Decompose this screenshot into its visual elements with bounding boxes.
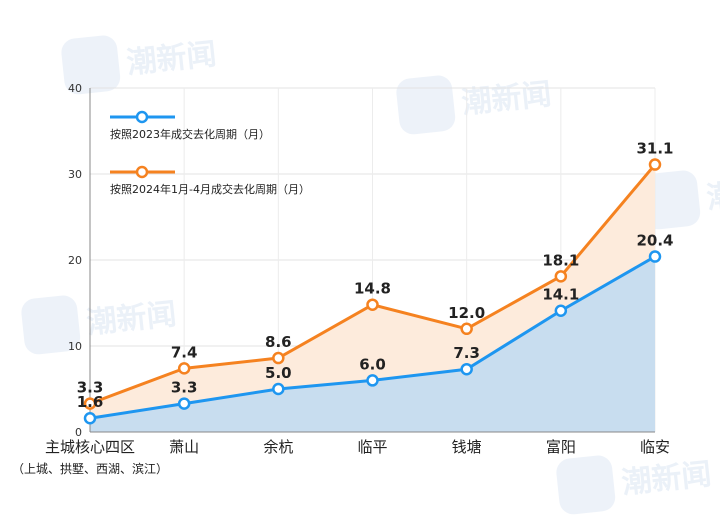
watermark-text: 潮新闻 bbox=[620, 457, 713, 501]
watermark-logo bbox=[61, 35, 121, 95]
watermark: 潮新闻 bbox=[396, 75, 553, 135]
data-point bbox=[648, 250, 662, 263]
x-tick-label: 萧山 bbox=[169, 438, 199, 456]
legend-marker bbox=[135, 165, 149, 179]
watermark-logo bbox=[556, 455, 616, 515]
watermark-text: 潮新闻 bbox=[85, 297, 178, 341]
data-label: 7.3 bbox=[453, 344, 480, 362]
legend-label: 按照2023年成交去化周期（月） bbox=[110, 127, 270, 141]
x-tick-label: 富阳 bbox=[546, 438, 576, 456]
y-tick-label: 10 bbox=[68, 340, 82, 353]
watermark: 潮新闻 bbox=[61, 35, 218, 95]
data-point bbox=[177, 397, 191, 410]
legend: 按照2023年成交去化周期（月） 按照2024年1月-4月成交去化周期（月） bbox=[110, 110, 310, 196]
y-tick-label: 20 bbox=[68, 254, 82, 267]
watermark-text: 潮新闻 bbox=[125, 37, 218, 81]
data-label: 5.0 bbox=[265, 364, 292, 382]
data-label: 12.0 bbox=[448, 304, 485, 322]
watermark-text: 潮新闻 bbox=[705, 172, 720, 216]
watermark-text: 潮新闻 bbox=[460, 77, 553, 121]
series-area bbox=[90, 256, 655, 432]
area-layer bbox=[90, 164, 655, 433]
data-point bbox=[83, 411, 97, 425]
data-label: 20.4 bbox=[636, 232, 673, 250]
watermark: 潮新闻 bbox=[21, 295, 178, 355]
data-label: 14.1 bbox=[542, 286, 579, 304]
data-point bbox=[366, 374, 379, 387]
legend-marker bbox=[135, 110, 149, 124]
data-point bbox=[177, 362, 191, 375]
data-label: 1.6 bbox=[77, 393, 104, 411]
data-label: 8.6 bbox=[265, 333, 292, 351]
data-label: 3.3 bbox=[77, 379, 104, 397]
x-tick-label: 主城核心四区 bbox=[45, 438, 135, 456]
x-tick-label: 余杭 bbox=[263, 438, 293, 456]
data-point bbox=[648, 158, 662, 171]
y-tick-label: 0 bbox=[75, 426, 82, 439]
watermark-logo bbox=[21, 295, 81, 355]
data-label: 18.1 bbox=[542, 251, 579, 269]
x-tick-label: 临平 bbox=[357, 438, 387, 456]
data-label: 3.3 bbox=[171, 379, 198, 397]
data-labels: 1.63.35.0 6.07.314.120.43.37.48.614.812.0… bbox=[77, 140, 674, 412]
data-point bbox=[460, 322, 473, 336]
data-label: 7.4 bbox=[171, 343, 198, 361]
x-tick-sublabel: （上城、拱墅、西湖、滨江） bbox=[12, 461, 168, 476]
y-tick-label: 40 bbox=[68, 82, 82, 95]
watermark-logo bbox=[641, 170, 701, 230]
x-tick-label: 钱塘 bbox=[452, 438, 482, 456]
data-point bbox=[554, 270, 568, 283]
data-point bbox=[83, 397, 97, 410]
legend-label: 按照2024年1月-4月成交去化周期（月） bbox=[110, 182, 310, 196]
data-label: 31.1 bbox=[636, 140, 673, 158]
axis: 主城核心四区 萧山 余杭 临平 钱塘 富阳 临安 （上城、拱墅、西湖、滨江） bbox=[12, 88, 670, 476]
line-layer bbox=[83, 158, 662, 425]
data-point bbox=[554, 304, 568, 317]
data-point bbox=[366, 298, 379, 311]
watermark: 潮新闻 bbox=[556, 455, 713, 515]
data-point bbox=[460, 362, 473, 376]
y-tick-label: 30 bbox=[68, 168, 82, 181]
data-label: 14.8 bbox=[354, 280, 391, 298]
x-tick-label: 临安 bbox=[640, 438, 670, 456]
data-point bbox=[272, 351, 285, 365]
data-point bbox=[272, 382, 285, 396]
watermark: 潮新闻 bbox=[641, 170, 720, 230]
watermark-logo bbox=[396, 75, 456, 135]
data-label: 6.0 bbox=[359, 355, 386, 373]
